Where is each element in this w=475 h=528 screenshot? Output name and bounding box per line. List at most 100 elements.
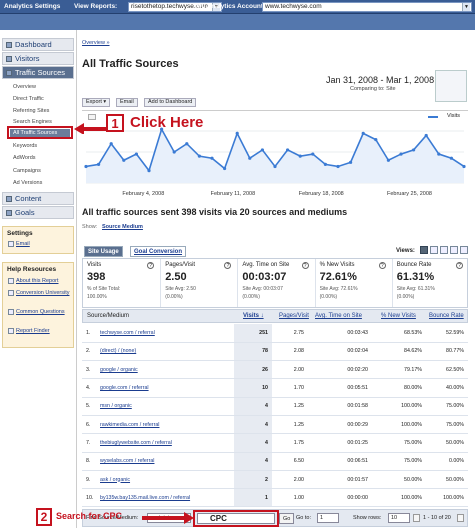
chart-dropdown-icon[interactable] bbox=[88, 114, 96, 120]
visits-point bbox=[97, 162, 101, 166]
source-medium-link[interactable]: techwyse.com / referral bbox=[98, 324, 234, 343]
col-header-pages-visit[interactable]: Pages/Visit bbox=[279, 313, 309, 319]
nav-all-traffic-sources[interactable]: All Traffic Sources bbox=[10, 129, 70, 138]
export-button[interactable]: Export ▾ bbox=[82, 98, 111, 107]
help-icon bbox=[8, 278, 14, 284]
row-index: 7. bbox=[82, 433, 98, 453]
nav-goals[interactable]: Goals bbox=[2, 206, 74, 219]
col-header-bounce-rate[interactable]: Bounce Rate bbox=[429, 313, 464, 319]
goto-input[interactable]: 1 bbox=[317, 513, 339, 523]
source-medium-link[interactable]: wyselabs.com / referral bbox=[98, 452, 234, 471]
metric-sub2: (0.00%) bbox=[319, 294, 338, 300]
table-row[interactable]: 2. (direct) / (none) 78 2.08 00:02:04 84.62% 8… bbox=[82, 342, 468, 362]
view-table-icon[interactable] bbox=[420, 246, 428, 254]
visits-point bbox=[84, 164, 88, 169]
search-input[interactable]: CPC bbox=[197, 513, 275, 524]
new-visits-cell: 68.53% bbox=[372, 324, 426, 343]
new-visits-cell: 100.00% bbox=[372, 397, 426, 416]
nav-adwords[interactable]: AdWords bbox=[13, 155, 36, 161]
help-link-common-questions[interactable]: Common Questions bbox=[16, 309, 65, 315]
goals-icon bbox=[6, 210, 12, 216]
source-medium-link[interactable]: rawkimedia.com / referral bbox=[98, 415, 234, 435]
visits-cell: 251 bbox=[234, 324, 272, 343]
table-row[interactable]: 4. google.com / referral 10 1.70 00:05:51 80.… bbox=[82, 378, 468, 398]
accounts-select[interactable]: www.techwyse.com ▼ bbox=[262, 2, 472, 12]
nav-keywords[interactable]: Keywords bbox=[13, 143, 38, 149]
table-row[interactable]: 5. msn / organic 4 1.25 00:01:58 100.00% 75.00… bbox=[82, 397, 468, 416]
table-row[interactable]: 1. techwyse.com / referral 251 2.75 00:03:43… bbox=[82, 324, 468, 343]
table-row[interactable]: 9. ask / organic 2 2.00 00:01:57 50.00% 50.00% bbox=[82, 470, 468, 490]
date-range[interactable]: Jan 31, 2008 - Mar 1, 2008 bbox=[326, 75, 435, 85]
table-row[interactable]: 8. wyselabs.com / referral 4 6.50 00:06:51 75… bbox=[82, 452, 468, 471]
view-compare-icon[interactable] bbox=[450, 246, 458, 254]
col-header-avg-time[interactable]: Avg. Time on Site bbox=[315, 313, 362, 319]
prev-page-icon[interactable] bbox=[413, 514, 420, 522]
visits-point bbox=[399, 152, 403, 156]
x-tick-label: February 4, 2008 bbox=[122, 191, 164, 197]
nav-search-engines[interactable]: Search Engines bbox=[13, 119, 52, 125]
source-medium-link[interactable]: ask / organic bbox=[98, 470, 234, 490]
view-reports-label: View Reports: bbox=[74, 3, 118, 10]
show-rows-select[interactable]: 10 bbox=[388, 513, 410, 523]
email-button[interactable]: Email bbox=[116, 98, 138, 107]
help-question-icon[interactable]: ? bbox=[224, 262, 232, 269]
nav-overview[interactable]: Overview bbox=[13, 84, 36, 90]
visits-point bbox=[109, 142, 113, 146]
bounce-rate-cell: 62.50% bbox=[426, 360, 468, 380]
table-row[interactable]: 3. google / organic 26 2.00 00:02:20 79.17% 62… bbox=[82, 360, 468, 380]
email-icon bbox=[8, 241, 14, 247]
nav-dashboard[interactable]: Dashboard bbox=[2, 38, 74, 51]
help-question-icon[interactable]: ? bbox=[147, 262, 155, 269]
top-bar: Analytics Settings View Reports: risetot… bbox=[0, 0, 475, 14]
tab-goal-conversion[interactable]: Goal Conversion bbox=[130, 246, 187, 257]
view-bar-icon[interactable] bbox=[440, 246, 448, 254]
source-medium-link[interactable]: thebiuglywebsite.com / referral bbox=[98, 433, 234, 453]
next-page-icon[interactable] bbox=[457, 514, 464, 522]
nav-dashboard-label: Dashboard bbox=[15, 40, 52, 49]
help-question-icon[interactable]: ? bbox=[378, 262, 386, 269]
visits-point bbox=[462, 164, 466, 169]
view-reports-select[interactable]: risetothetop.techwyse.com ▼ bbox=[128, 2, 222, 12]
breadcrumb[interactable]: Overview » bbox=[82, 40, 110, 46]
help-question-icon[interactable]: ? bbox=[301, 262, 309, 269]
pages-visit-cell: 1.25 bbox=[272, 415, 308, 435]
pages-visit-cell: 6.50 bbox=[272, 452, 308, 471]
help-link-report-finder[interactable]: Report Finder bbox=[16, 328, 50, 334]
view-pie-icon[interactable] bbox=[430, 246, 438, 254]
help-link-about[interactable]: About this Report bbox=[16, 278, 59, 284]
table-row[interactable]: 7. thebiuglywebsite.com / referral 4 1.75 00… bbox=[82, 433, 468, 453]
nav-traffic-sources[interactable]: Traffic Sources bbox=[2, 66, 74, 79]
view-pivot-icon[interactable] bbox=[460, 246, 468, 254]
calendar-icon[interactable] bbox=[435, 70, 467, 102]
nav-direct-traffic[interactable]: Direct Traffic bbox=[13, 96, 44, 102]
summary-title: All traffic sources sent 398 visits via … bbox=[82, 207, 348, 217]
source-medium-link[interactable]: (direct) / (none) bbox=[98, 342, 234, 362]
go-button[interactable]: Go bbox=[279, 513, 295, 524]
source-medium-link[interactable]: by135w.bay135.mail.live.com / referral bbox=[98, 488, 234, 508]
source-medium-link[interactable]: msn / organic bbox=[98, 397, 234, 416]
source-medium-link[interactable]: google / organic bbox=[98, 360, 234, 380]
analytics-settings-link[interactable]: Analytics Settings bbox=[4, 3, 61, 10]
step1-text: Click Here bbox=[130, 114, 204, 131]
metric-value: 61.31% bbox=[396, 271, 435, 283]
col-header-source[interactable]: Source/Medium bbox=[87, 313, 130, 319]
source-medium-link[interactable]: google.com / referral bbox=[98, 378, 234, 398]
show-source-medium-select[interactable]: Source Medium bbox=[102, 224, 143, 230]
tab-site-usage[interactable]: Site Usage bbox=[84, 246, 123, 257]
row-index: 6. bbox=[82, 415, 98, 435]
nav-ad-versions[interactable]: Ad Versions bbox=[13, 180, 43, 186]
nav-content[interactable]: Content bbox=[2, 192, 74, 205]
settings-email-link[interactable]: Email bbox=[16, 241, 30, 247]
nav-referring-sites[interactable]: Referring Sites bbox=[13, 108, 50, 114]
help-question-icon[interactable]: ? bbox=[455, 262, 463, 269]
visits-point bbox=[172, 150, 176, 154]
nav-campaigns[interactable]: Campaigns bbox=[13, 168, 41, 174]
nav-visitors[interactable]: Visitors bbox=[2, 52, 74, 65]
help-link-conversion-university[interactable]: Conversion University bbox=[16, 290, 70, 296]
add-to-dashboard-button[interactable]: Add to Dashboard bbox=[144, 98, 197, 107]
step2-text: Search for CPC bbox=[56, 511, 123, 521]
table-row[interactable]: 6. rawkimedia.com / referral 4 1.25 00:00:29… bbox=[82, 415, 468, 435]
col-header-new-visits[interactable]: % New Visits bbox=[381, 313, 416, 319]
table-row[interactable]: 10. by135w.bay135.mail.live.com / referra… bbox=[82, 488, 468, 508]
col-header-visits[interactable]: Visits ↓ bbox=[243, 313, 264, 319]
